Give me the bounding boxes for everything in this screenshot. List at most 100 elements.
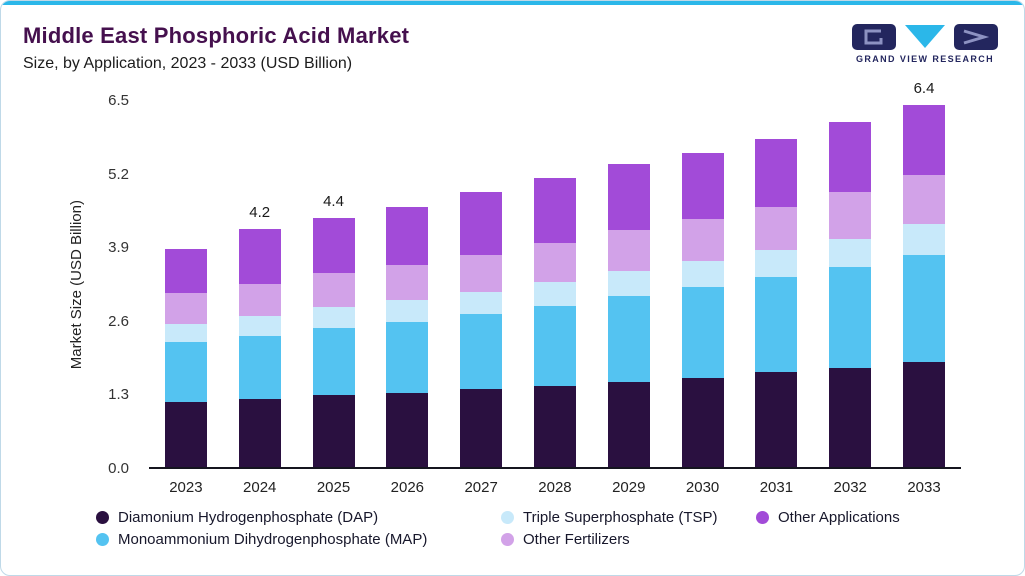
bar-segment [238, 229, 281, 284]
bar-segment [533, 243, 576, 282]
x-tick-label: 2032 [833, 479, 867, 496]
legend-label: Other Applications [778, 509, 900, 526]
legend-row: Monoammonium Dihydrogenphosphate (MAP) Ot… [96, 531, 900, 548]
bar-slot: 6.4 2033 [887, 80, 961, 496]
bar-slot: 2030 [666, 101, 740, 496]
legend-marker-icon [96, 511, 109, 524]
x-tick-label: 2027 [464, 479, 498, 496]
bar-segment [681, 286, 724, 378]
bar-segment [903, 254, 946, 363]
bar-value-label: 6.4 [913, 79, 935, 97]
bar-segment [312, 273, 355, 308]
bar-segment [386, 321, 429, 394]
x-tick-label: 2026 [390, 479, 425, 496]
stacked-bar [903, 104, 946, 467]
chart-title: Middle East Phosphoric Acid Market [23, 23, 410, 48]
y-tick-label: 3.9 [108, 239, 129, 257]
bar-segment [607, 271, 650, 297]
bar-segment [607, 164, 650, 231]
chart-subtitle: Size, by Application, 2023 - 2033 (USD B… [23, 55, 353, 72]
logo-text: GRAND VIEW RESEARCH [855, 54, 995, 64]
bar-segment [238, 399, 281, 467]
bar-segment [238, 335, 281, 400]
bar-segment [681, 377, 724, 467]
y-tick-label: 0.0 [108, 460, 129, 477]
x-tick-label: 2028 [538, 479, 572, 496]
bar-segment [533, 178, 576, 244]
bar-slot: 2026 [370, 101, 444, 496]
bar-segment [681, 152, 724, 220]
legend-item: Other Applications [756, 509, 900, 526]
stacked-bar [238, 229, 281, 467]
bar-slot: 4.4 2025 [297, 101, 371, 496]
bar-segment [164, 292, 207, 324]
bar-segment [829, 367, 872, 467]
bar-segment [829, 238, 872, 268]
bar-slot: 4.2 2024 [223, 101, 297, 496]
bar-segment [164, 401, 207, 467]
legend-label: Other Fertilizers [523, 531, 630, 548]
bar-segment [903, 362, 946, 467]
bar-segment [386, 206, 429, 265]
x-tick-label: 2024 [243, 479, 277, 496]
bar-segment [681, 260, 724, 287]
bar-segment [164, 249, 207, 293]
bar-segment [755, 250, 798, 278]
x-tick-label: 2031 [759, 479, 794, 496]
bar-segment [755, 138, 798, 207]
bar-segment [312, 328, 355, 396]
bar-segment [460, 254, 503, 292]
stacked-bar [460, 192, 503, 467]
bar-segment [607, 296, 650, 383]
legend-marker-icon [756, 511, 769, 524]
y-axis-title-text: Market Size (USD Billion) [67, 200, 85, 370]
bar-value-label: 4.4 [323, 192, 344, 210]
bar-segment [386, 300, 429, 322]
bar-slot: 2028 [518, 101, 592, 496]
x-tick-label: 2030 [685, 479, 720, 496]
x-tick-label: 2033 [907, 479, 941, 496]
bar-segment [829, 267, 872, 368]
stacked-bar [829, 121, 872, 467]
bar-segment [533, 281, 576, 306]
bar-segment [533, 386, 576, 467]
bar-segment [903, 175, 946, 224]
bar-segment [533, 305, 576, 387]
top-accent-bar [1, 1, 1024, 5]
bar-segment [238, 315, 281, 336]
bar-value-label: 4.2 [249, 204, 271, 222]
legend-label: Diamonium Hydrogenphosphate (DAP) [118, 509, 379, 526]
bar-segment [164, 342, 207, 402]
bar-segment [386, 393, 429, 467]
bar-slot: 2031 [740, 101, 814, 496]
bar-segment [755, 277, 798, 373]
bar-segment [829, 192, 872, 239]
bar-segment [312, 217, 355, 274]
bar-segment [755, 206, 798, 251]
stacked-bar [164, 249, 207, 467]
stacked-bar [607, 164, 650, 467]
stacked-bar [386, 206, 429, 467]
bar-slot: 2023 [149, 101, 223, 496]
grand-view-research-logo: GRAND VIEW RESEARCH [850, 23, 1000, 64]
bar-segment [903, 104, 946, 176]
y-tick-label: 5.2 [108, 165, 129, 183]
legend-label: Monoammonium Dihydrogenphosphate (MAP) [118, 531, 428, 548]
bar-segment [607, 230, 650, 272]
stacked-bar [312, 217, 355, 467]
x-tick-label: 2029 [612, 479, 646, 496]
stacked-bar [533, 178, 576, 467]
plot-area: 2023 4.2 2024 4.4 2025 2026 2027 2028 2029 2030 20… [149, 80, 961, 496]
x-tick-label: 2023 [169, 479, 203, 496]
legend-item: Triple Superphosphate (TSP) [501, 509, 756, 526]
bar-segment [386, 264, 429, 301]
bar-segment [903, 223, 946, 255]
legend-marker-icon [96, 533, 109, 546]
legend-item: Monoammonium Dihydrogenphosphate (MAP) [96, 531, 501, 548]
bar-segment [164, 323, 207, 343]
bar-segment [607, 382, 650, 467]
legend-marker-icon [501, 533, 514, 546]
bar-slot: 2029 [592, 101, 666, 496]
y-tick-label: 1.3 [108, 386, 129, 404]
